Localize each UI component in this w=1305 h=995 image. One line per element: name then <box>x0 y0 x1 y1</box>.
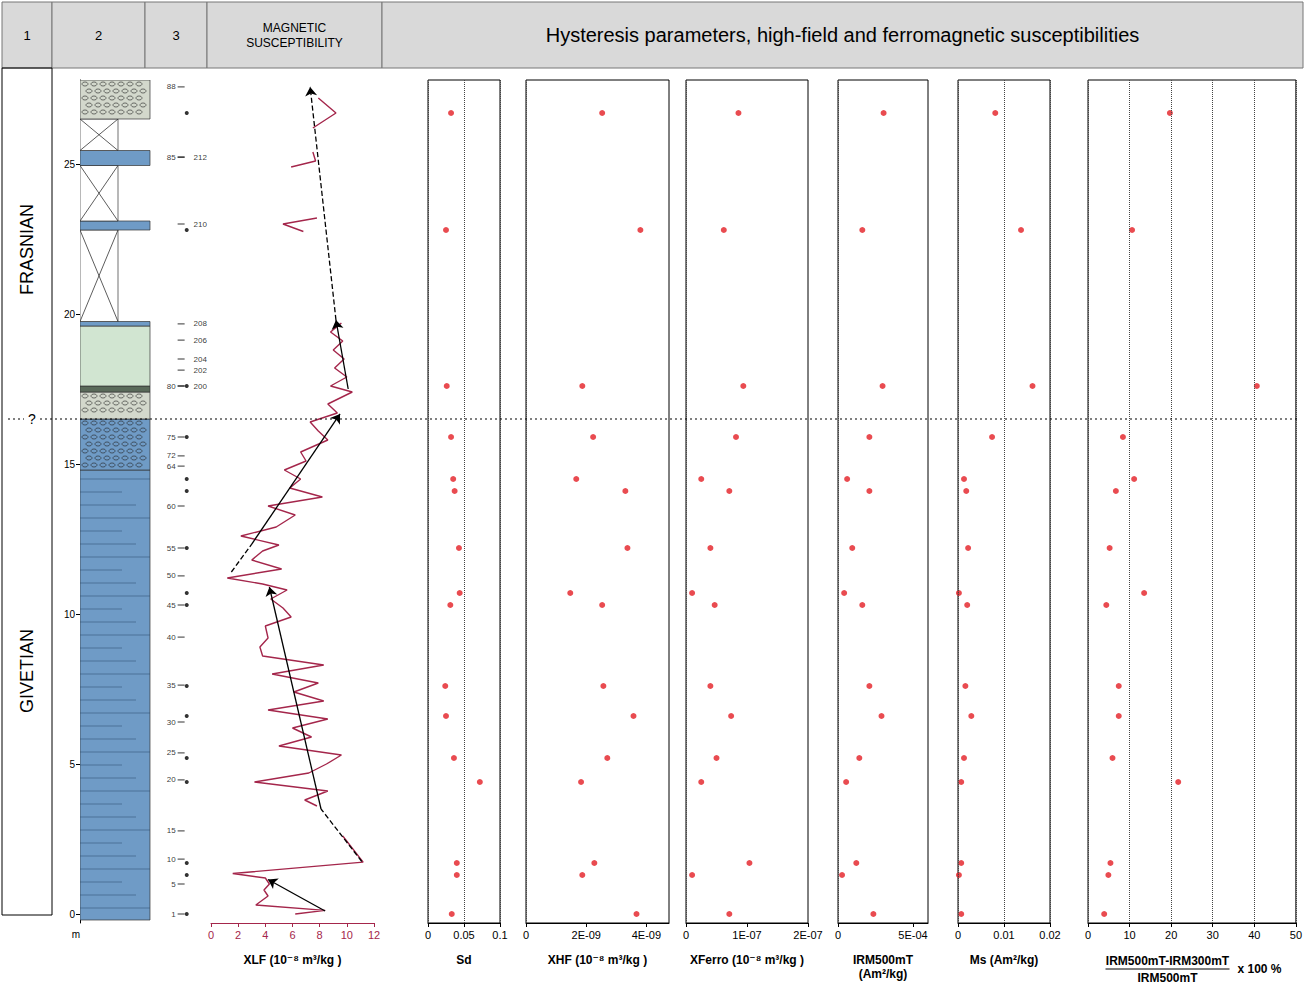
svg-text:IRM500mT: IRM500mT <box>1137 971 1198 985</box>
svg-text:50: 50 <box>1290 929 1302 941</box>
svg-text:XHF (10⁻⁸ m³/kg ): XHF (10⁻⁸ m³/kg ) <box>548 953 647 967</box>
svg-text:40: 40 <box>167 633 176 642</box>
svg-text:3: 3 <box>172 28 179 43</box>
svg-text:0: 0 <box>523 929 529 941</box>
svg-text:Ms (Am²/kg): Ms (Am²/kg) <box>970 953 1039 967</box>
svg-text:15: 15 <box>64 459 76 470</box>
svg-text:5E-04: 5E-04 <box>898 929 927 941</box>
svg-text:0: 0 <box>1085 929 1091 941</box>
svg-text:MAGNETIC: MAGNETIC <box>263 21 327 35</box>
svg-text:30: 30 <box>167 718 176 727</box>
svg-text:1: 1 <box>23 28 30 43</box>
svg-text:212: 212 <box>194 153 208 162</box>
svg-text:0.02: 0.02 <box>1039 929 1060 941</box>
svg-text:64: 64 <box>167 462 176 471</box>
svg-text:Sd: Sd <box>456 953 471 967</box>
svg-text:0: 0 <box>425 929 431 941</box>
svg-text:20: 20 <box>64 309 76 320</box>
svg-text:2: 2 <box>235 929 241 941</box>
svg-text:10: 10 <box>167 855 176 864</box>
svg-text:GIVETIAN: GIVETIAN <box>17 629 37 713</box>
svg-text:40: 40 <box>1248 929 1260 941</box>
svg-text:8: 8 <box>317 929 323 941</box>
svg-text:204: 204 <box>194 355 208 364</box>
svg-text:1E-07: 1E-07 <box>732 929 761 941</box>
svg-text:206: 206 <box>194 336 208 345</box>
svg-text:20: 20 <box>1165 929 1177 941</box>
svg-text:(Am²/kg): (Am²/kg) <box>859 967 908 981</box>
svg-text:IRM500mT-IRM300mT: IRM500mT-IRM300mT <box>1106 954 1230 968</box>
svg-text:60: 60 <box>167 502 176 511</box>
svg-text:0.01: 0.01 <box>993 929 1014 941</box>
svg-text:25: 25 <box>167 748 176 757</box>
svg-text:10: 10 <box>341 929 353 941</box>
svg-text:35: 35 <box>167 681 176 690</box>
svg-text:0.05: 0.05 <box>453 929 474 941</box>
svg-text:FRASNIAN: FRASNIAN <box>17 204 37 295</box>
svg-text:0: 0 <box>835 929 841 941</box>
svg-text:0.1: 0.1 <box>492 929 507 941</box>
svg-text:2E-07: 2E-07 <box>793 929 822 941</box>
svg-text:m: m <box>72 929 80 940</box>
svg-text:XFerro (10⁻⁸ m³/kg ): XFerro (10⁻⁸ m³/kg ) <box>690 953 804 967</box>
svg-text:4: 4 <box>262 929 268 941</box>
svg-text:25: 25 <box>64 159 76 170</box>
svg-text:75: 75 <box>167 433 176 442</box>
svg-text:XLF (10⁻⁸ m³/kg ): XLF (10⁻⁸ m³/kg ) <box>243 953 341 967</box>
svg-text:Hysteresis parameters, high-fi: Hysteresis parameters, high-field and fe… <box>546 24 1140 46</box>
svg-text:80: 80 <box>167 382 176 391</box>
svg-text:2: 2 <box>95 28 102 43</box>
svg-text:1: 1 <box>171 910 176 919</box>
svg-text:5: 5 <box>69 759 75 770</box>
svg-text:50: 50 <box>167 571 176 580</box>
svg-text:55: 55 <box>167 544 176 553</box>
svg-text:15: 15 <box>167 826 176 835</box>
svg-text:85: 85 <box>167 153 176 162</box>
svg-text:IRM500mT: IRM500mT <box>853 953 914 967</box>
svg-text:210: 210 <box>194 220 208 229</box>
svg-text:0: 0 <box>208 929 214 941</box>
svg-text:30: 30 <box>1207 929 1219 941</box>
svg-text:0: 0 <box>69 909 75 920</box>
svg-text:?: ? <box>28 411 36 427</box>
svg-text:5: 5 <box>171 880 176 889</box>
svg-text:45: 45 <box>167 601 176 610</box>
svg-text:10: 10 <box>64 609 76 620</box>
svg-text:4E-09: 4E-09 <box>632 929 661 941</box>
svg-text:2E-09: 2E-09 <box>572 929 601 941</box>
svg-text:200: 200 <box>194 382 208 391</box>
svg-text:10: 10 <box>1123 929 1135 941</box>
svg-text:20: 20 <box>167 775 176 784</box>
svg-text:72: 72 <box>167 451 176 460</box>
svg-text:0: 0 <box>683 929 689 941</box>
svg-text:12: 12 <box>368 929 380 941</box>
svg-text:6: 6 <box>289 929 295 941</box>
svg-text:0: 0 <box>955 929 961 941</box>
svg-text:SUSCEPTIBILITY: SUSCEPTIBILITY <box>246 36 343 50</box>
svg-text:202: 202 <box>194 366 208 375</box>
svg-text:88: 88 <box>167 82 176 91</box>
svg-text:208: 208 <box>194 319 208 328</box>
svg-text:x 100 %: x 100 % <box>1238 962 1282 976</box>
